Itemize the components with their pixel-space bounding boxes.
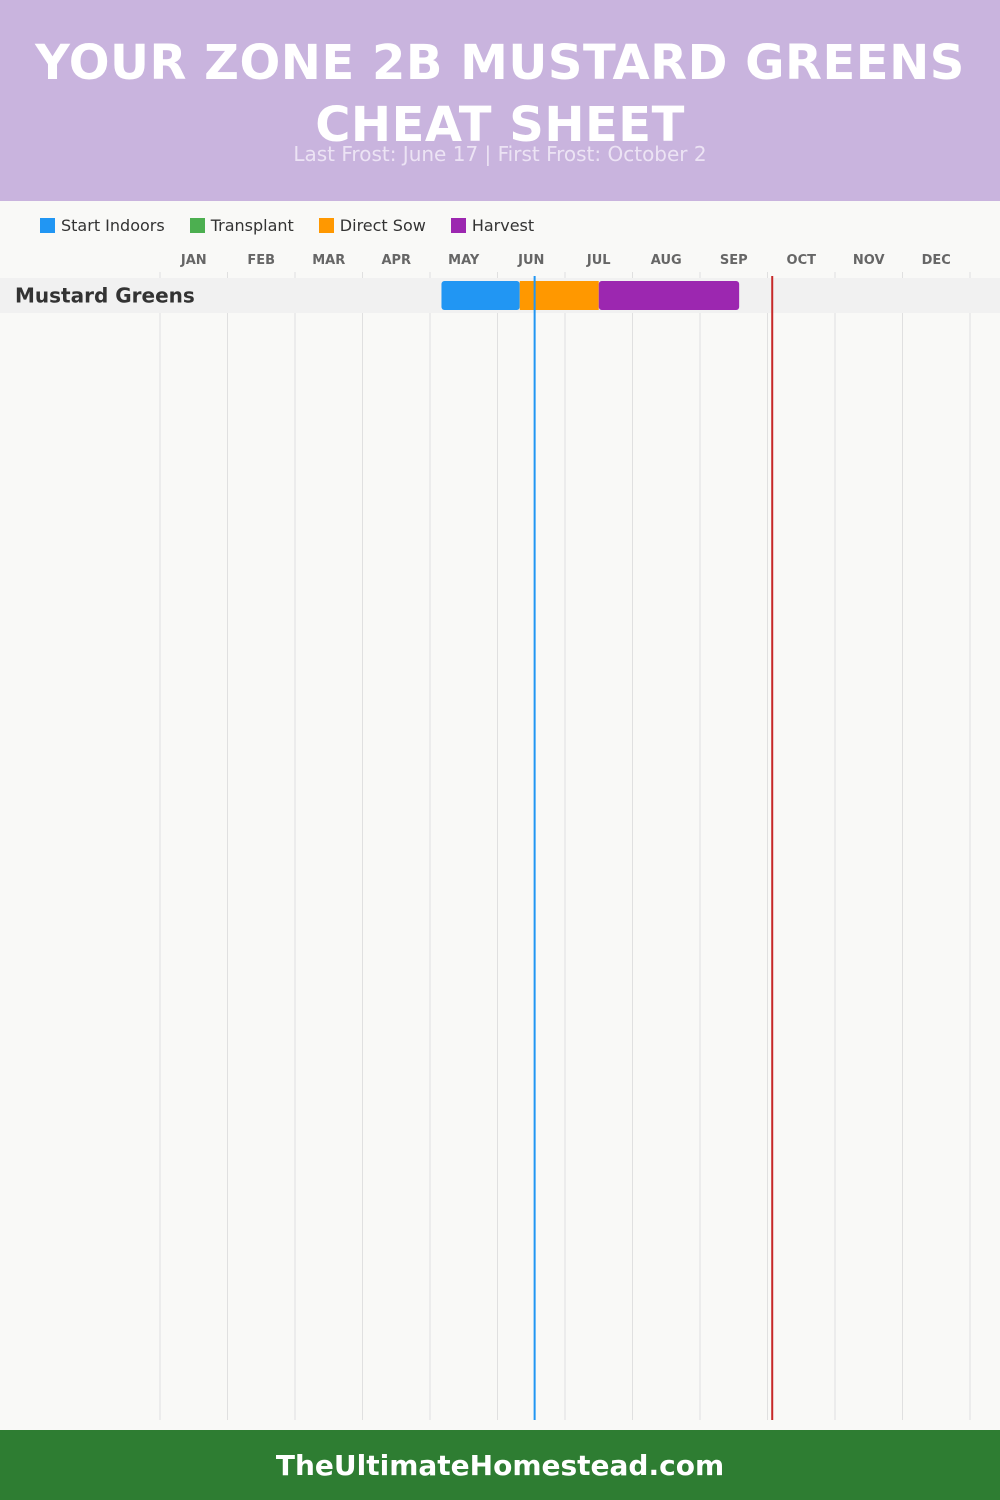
month-label-jun: JUN — [517, 253, 544, 268]
legend-label-transplant: Transplant — [210, 215, 294, 235]
legend-item-transplant: Transplant — [189, 215, 294, 235]
legend-item-direct-sow: Direct Sow — [318, 215, 426, 235]
header-banner: YOUR ZONE 2B MUSTARD GREENS CHEAT SHEET … — [0, 0, 1000, 201]
legend: Start Indoors Transplant Direct Sow Harv… — [40, 214, 559, 236]
month-label-sep: SEP — [720, 253, 748, 268]
month-label-mar: MAR — [312, 253, 345, 268]
legend-swatch-harvest — [450, 217, 466, 233]
month-label-feb: FEB — [247, 253, 275, 268]
bar-harvest — [598, 281, 740, 310]
legend-label-direct-sow: Direct Sow — [339, 215, 426, 235]
legend-label-harvest: Harvest — [471, 215, 535, 235]
legend-item-start-indoors: Start Indoors — [40, 216, 165, 235]
footer-website: TheUltimateHomestead.com — [275, 1448, 725, 1482]
month-label-may: MAY — [448, 253, 480, 268]
legend-swatch-direct-sow — [318, 217, 334, 233]
month-label-aug: AUG — [651, 253, 682, 268]
legend-item-harvest: Harvest — [450, 215, 535, 235]
month-label-oct: OCT — [787, 253, 817, 268]
month-label-apr: APR — [381, 253, 411, 268]
page-title: YOUR ZONE 2B MUSTARD GREENS CHEAT SHEET — [35, 35, 965, 153]
bar-start-indoors — [441, 281, 520, 310]
planting-calendar-chart: JAN FEB MAR APR MAY JUN JUL AUG SEP OCT NOV DEC Must… — [0, 253, 1000, 1420]
footer-banner: TheUltimateHomestead.com — [0, 1430, 1000, 1500]
month-label-dec: DEC — [922, 253, 951, 268]
legend-swatch-start-indoors — [40, 217, 55, 233]
legend-swatch-transplant — [189, 217, 205, 233]
month-label-nov: NOV — [853, 253, 885, 268]
bar-direct-sow — [519, 281, 599, 310]
crop-row-label: Mustard Greens — [15, 284, 195, 308]
frost-dates-subtitle: Last Frost: June 17 | First Frost: Octob… — [293, 142, 707, 166]
month-label-jan: JAN — [180, 253, 207, 268]
legend-label-start-indoors: Start Indoors — [61, 215, 165, 235]
month-label-jul: JUL — [586, 253, 611, 268]
